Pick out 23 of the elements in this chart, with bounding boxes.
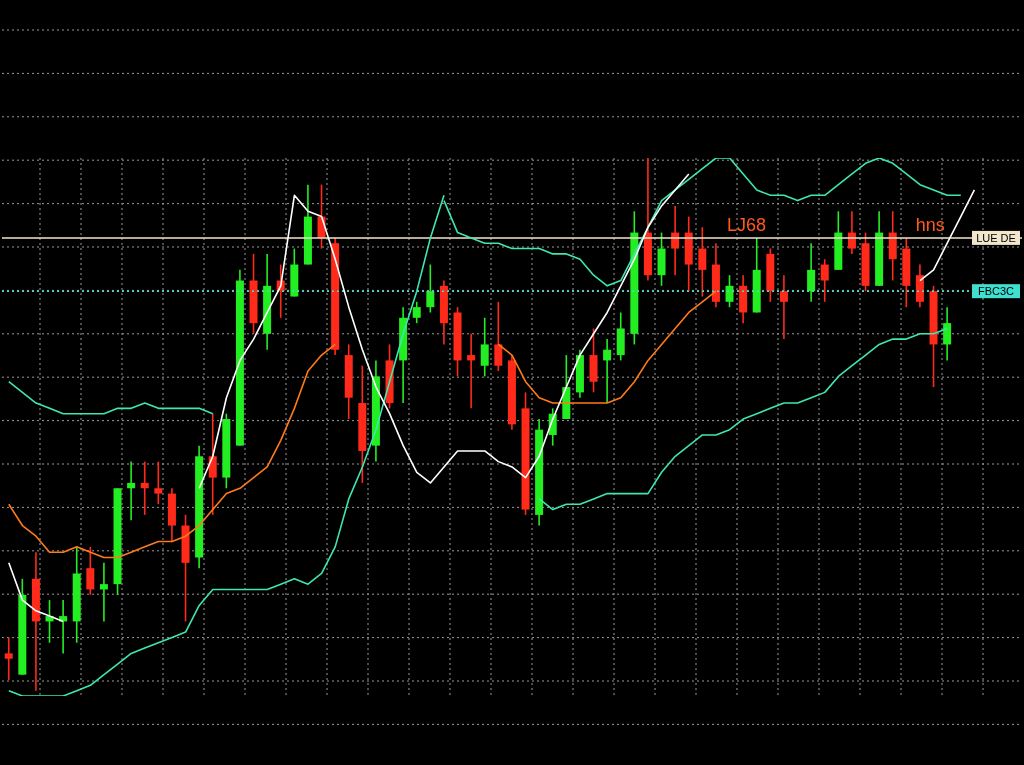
annotation: LJ68 bbox=[727, 215, 767, 235]
ref-line-label: FBC3C bbox=[977, 285, 1015, 298]
candlestick bbox=[412, 301, 421, 324]
candlestick bbox=[480, 317, 489, 378]
candlestick bbox=[820, 258, 829, 303]
candlestick bbox=[725, 274, 734, 308]
annotation: hns bbox=[915, 215, 945, 235]
candlestick bbox=[467, 332, 476, 410]
candlestick bbox=[140, 460, 149, 516]
candlestick bbox=[603, 338, 612, 404]
candlestick bbox=[943, 306, 952, 362]
ref-line-label: LUE DE bbox=[976, 231, 1016, 244]
candlestick bbox=[99, 562, 108, 623]
candlestick bbox=[426, 263, 435, 314]
candlestick bbox=[698, 226, 707, 298]
candlestick bbox=[4, 636, 13, 681]
candlestick bbox=[807, 242, 816, 303]
candlestick bbox=[494, 301, 503, 372]
candlestick bbox=[208, 412, 217, 516]
candlestick bbox=[154, 460, 163, 506]
candlestick bbox=[127, 460, 136, 522]
candlestick bbox=[86, 546, 95, 596]
candlestick bbox=[779, 274, 788, 340]
